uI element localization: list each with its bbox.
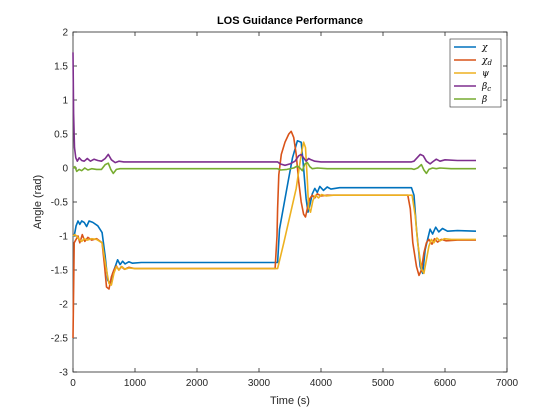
x-tick-label: 4000: [310, 378, 333, 389]
series-lines: [72, 52, 477, 339]
x-tick-label: 3000: [248, 378, 271, 389]
x-tick-label: 2000: [186, 378, 209, 389]
y-tick-label: -1: [59, 232, 68, 243]
y-axis-label: Angle (rad): [32, 175, 44, 229]
x-tick-label: 1000: [124, 378, 147, 389]
legend: χ χd ψ βc β: [449, 38, 502, 108]
y-tick-label: -0.5: [51, 198, 69, 209]
y-tick-label: -2.5: [51, 334, 69, 345]
y-tick-label: 1.5: [54, 62, 68, 73]
series-line-4: [72, 52, 476, 167]
axis-ticks: 0 1000 2000 3000 4000 5000 6000 7000 2 1.5 1 0.5 0 -0…: [51, 28, 519, 390]
y-tick-label: -3: [59, 368, 68, 379]
y-tick-label: 1: [62, 96, 68, 107]
y-tick-label: 0.5: [54, 130, 68, 141]
chart-title: LOS Guidance Performance: [217, 15, 363, 27]
x-tick-label: 5000: [372, 378, 395, 389]
x-tick-label: 0: [70, 378, 76, 389]
x-axis-label: Time (s): [270, 395, 310, 407]
legend-label-2: χd: [481, 56, 492, 67]
x-tick-label: 7000: [496, 378, 519, 389]
y-tick-label: -1.5: [51, 266, 69, 277]
legend-label-5: β: [481, 95, 487, 105]
legend-label-4: βc: [481, 82, 491, 93]
y-tick-label: 2: [62, 28, 68, 39]
series-line-1: [73, 140, 477, 285]
axes-box: [72, 31, 508, 373]
y-tick-label: 0: [62, 164, 68, 175]
x-tick-label: 6000: [434, 378, 457, 389]
y-tick-label: -2: [59, 300, 68, 311]
series-line-5: [72, 161, 476, 175]
plot-area: 0 1000 2000 3000 4000 5000 6000 7000 2 1.5 1 0.5 0 -0…: [51, 28, 519, 390]
legend-label-1: χ: [481, 43, 488, 53]
legend-label-3: ψ: [482, 69, 490, 79]
